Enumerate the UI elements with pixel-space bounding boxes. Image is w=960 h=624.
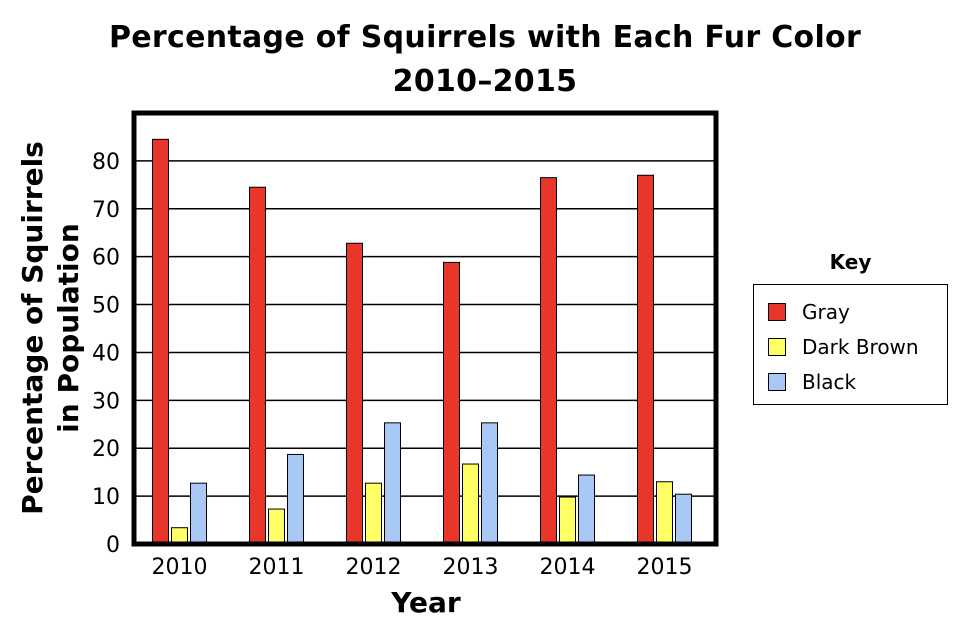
plot-frame <box>131 110 719 547</box>
x-tick-labels: 2010 2011 2012 2013 2014 2015 <box>152 555 693 580</box>
bar-dark-brown-2015 <box>656 481 673 545</box>
bar-gray-2014 <box>540 177 557 545</box>
legend-title: Key <box>829 250 872 274</box>
y-tick-label-10: 10 <box>92 485 120 510</box>
bars <box>152 138 692 545</box>
bar-dark-brown-2014 <box>559 496 576 545</box>
chart-subtitle: 2010–2015 <box>392 64 578 99</box>
y-tick-label-50: 50 <box>92 294 120 319</box>
y-tick-label-0: 0 <box>106 533 120 558</box>
bar-gray-2012 <box>346 242 363 545</box>
y-tick-label-30: 30 <box>92 389 120 414</box>
legend-label-dark-brown: Dark Brown <box>802 335 919 359</box>
legend-label-gray: Gray <box>802 300 850 324</box>
x-tick-label-2012: 2012 <box>346 555 402 580</box>
legend-swatch-dark-brown <box>768 338 786 356</box>
x-tick-label-2010: 2010 <box>152 555 208 580</box>
y-tick-label-80: 80 <box>92 150 120 175</box>
legend-swatch-gray <box>768 303 786 321</box>
chart-title: Percentage of Squirrels with Each Fur Co… <box>108 20 862 55</box>
legend-label-black: Black <box>802 370 857 394</box>
y-axis-title-line1: Percentage of Squirrels <box>16 141 49 515</box>
legend-swatch-black <box>768 373 786 391</box>
y-tick-labels: 0 10 20 30 40 50 60 70 80 <box>92 150 120 558</box>
legend: Gray Dark Brown Black <box>753 284 948 405</box>
bar-gray-2011 <box>249 186 266 545</box>
bar-black-2012 <box>384 422 401 545</box>
bar-gray-2013 <box>443 261 460 545</box>
x-axis-title: Year <box>390 586 461 619</box>
y-axis-title-line2: in Population <box>52 223 85 433</box>
bar-black-2014 <box>578 474 595 545</box>
legend-item-gray: Gray <box>768 300 850 324</box>
legend-item-dark-brown: Dark Brown <box>768 335 919 359</box>
gridlines <box>134 160 716 497</box>
bar-dark-brown-2011 <box>268 508 285 545</box>
bar-black-2013 <box>481 422 498 545</box>
bar-gray-2015 <box>637 174 654 545</box>
y-tick-label-40: 40 <box>92 341 120 366</box>
bar-black-2010 <box>190 482 207 545</box>
bar-dark-brown-2012 <box>365 482 382 545</box>
x-tick-label-2011: 2011 <box>249 555 305 580</box>
bar-gray-2010 <box>152 138 169 545</box>
legend-item-black: Black <box>768 370 856 394</box>
x-tick-label-2014: 2014 <box>540 555 596 580</box>
y-tick-label-70: 70 <box>92 198 120 223</box>
y-tick-label-60: 60 <box>92 246 120 271</box>
bar-dark-brown-2013 <box>462 463 479 545</box>
bar-black-2011 <box>287 453 304 545</box>
x-tick-label-2013: 2013 <box>443 555 499 580</box>
y-tick-label-20: 20 <box>92 437 120 462</box>
bar-black-2015 <box>675 493 692 545</box>
x-tick-label-2015: 2015 <box>637 555 693 580</box>
